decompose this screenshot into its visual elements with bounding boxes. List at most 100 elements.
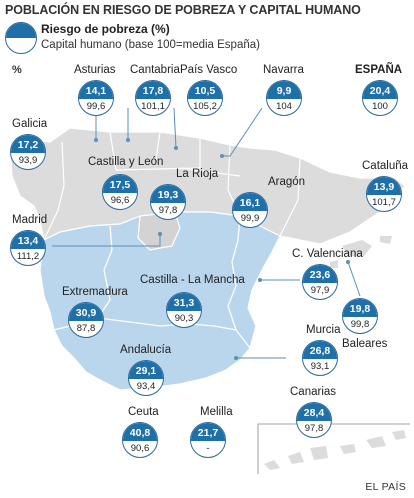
riesgo-value: 13,4 bbox=[11, 231, 45, 249]
capital-value: 97,8 bbox=[304, 423, 324, 434]
riesgo-value: 28,4 bbox=[297, 403, 331, 421]
riesgo-value: 19,8 bbox=[343, 299, 377, 317]
riesgo-value: 17,5 bbox=[103, 175, 137, 193]
capital-value: 101,7 bbox=[372, 197, 396, 208]
region-name: Extremadura bbox=[62, 286, 128, 298]
riesgo-value: 14,1 bbox=[79, 81, 113, 99]
capital-value: 90,3 bbox=[174, 313, 194, 324]
capital-value: 101,1 bbox=[141, 101, 165, 112]
map-border-north bbox=[43, 131, 301, 241]
riesgo-value: 23,6 bbox=[303, 265, 337, 283]
region-name: Andalucía bbox=[120, 344, 172, 356]
value-bubble: 17,2 93,9 bbox=[10, 134, 46, 170]
capital-value: 90,6 bbox=[130, 443, 150, 454]
region-name: Castilla - La Mancha bbox=[140, 274, 245, 286]
leader-pais-vasco bbox=[173, 107, 177, 149]
capital-value: 93,4 bbox=[136, 381, 156, 392]
leader-dot-murcia bbox=[234, 356, 238, 360]
value-bubble: 29,1 93,4 bbox=[128, 360, 164, 396]
leader-dot-baleares bbox=[346, 260, 350, 264]
capital-value: 99,9 bbox=[240, 213, 260, 224]
value-bubble: 31,3 90,3 bbox=[166, 292, 202, 328]
map-baleares bbox=[342, 240, 372, 256]
value-bubble: 13,9 101,7 bbox=[366, 176, 402, 212]
canarias-islands bbox=[264, 430, 406, 470]
riesgo-value: 29,1 bbox=[129, 361, 163, 379]
riesgo-value: 10,5 bbox=[188, 81, 222, 99]
leader-navarra bbox=[222, 107, 263, 157]
map-border-valencia bbox=[227, 215, 241, 331]
capital-value: 105,2 bbox=[193, 101, 217, 112]
leader-dot-pais-vasco bbox=[174, 146, 178, 150]
riesgo-value: 16,1 bbox=[233, 193, 267, 211]
region-name: ESPAÑA bbox=[355, 64, 403, 76]
capital-value: 93,9 bbox=[18, 155, 38, 166]
map-baleares-2 bbox=[380, 236, 392, 244]
value-bubble: 16,1 99,9 bbox=[232, 192, 268, 228]
value-bubble: 40,8 90,6 bbox=[122, 422, 158, 458]
riesgo-value: 20,4 bbox=[363, 81, 397, 99]
value-bubble: 14,1 99,6 bbox=[78, 80, 114, 116]
region-name: Asturias bbox=[74, 64, 116, 76]
region-name: Navarra bbox=[263, 64, 304, 76]
riesgo-value: 31,3 bbox=[167, 293, 201, 311]
region-name: Cantabria bbox=[130, 64, 180, 76]
region-name: Galicia bbox=[12, 118, 48, 130]
capital-value: 104 bbox=[276, 101, 292, 112]
capital-value: 97,9 bbox=[310, 285, 330, 296]
value-bubble: 19,3 97,8 bbox=[150, 184, 186, 220]
riesgo-value: 26,8 bbox=[303, 341, 337, 359]
leader-dot-asturias bbox=[94, 138, 98, 142]
capital-value: 111,2 bbox=[16, 251, 40, 262]
region-name: La Rioja bbox=[176, 168, 219, 180]
riesgo-value: 13,9 bbox=[367, 177, 401, 195]
value-bubble: 30,9 87,8 bbox=[68, 302, 104, 338]
riesgo-value: 17,2 bbox=[11, 135, 45, 153]
riesgo-value: 40,8 bbox=[123, 423, 157, 441]
region-name: Ceuta bbox=[128, 406, 159, 418]
value-bubble: 17,5 96,6 bbox=[102, 174, 138, 210]
value-bubble: 23,6 97,9 bbox=[302, 264, 338, 300]
riesgo-value: 9,9 bbox=[267, 81, 301, 99]
region-name: Madrid bbox=[12, 214, 48, 226]
capital-value: 96,6 bbox=[110, 195, 130, 206]
source-credit: EL PAÍS bbox=[365, 481, 406, 493]
leader-dot-cantabria bbox=[126, 138, 130, 142]
region-name: País Vasco bbox=[180, 64, 238, 76]
legend-symbol bbox=[5, 22, 37, 54]
leader-dot-navarra bbox=[220, 154, 224, 158]
value-bubble: 9,9 104 bbox=[266, 80, 302, 116]
legend-top-label: Riesgo de pobreza (%) bbox=[41, 22, 170, 36]
region-name: Baleares bbox=[342, 338, 388, 350]
capital-value: 87,8 bbox=[76, 323, 96, 334]
capital-value: 99,6 bbox=[86, 101, 106, 112]
capital-value: - bbox=[206, 443, 210, 454]
capital-value: 100 bbox=[372, 101, 388, 112]
region-name: Murcia bbox=[306, 324, 341, 336]
value-bubble: 17,8 101,1 bbox=[135, 80, 171, 116]
value-bubble: 20,4 100 bbox=[362, 80, 398, 116]
chart-title: POBLACIÓN EN RIESGO DE POBREZA Y CAPITAL… bbox=[5, 3, 361, 17]
riesgo-value: 19,3 bbox=[151, 185, 185, 203]
region-name: C. Valenciana bbox=[292, 248, 363, 260]
region-name: Melilla bbox=[200, 406, 233, 418]
canarias-frame bbox=[257, 423, 410, 474]
region-name: Aragón bbox=[268, 176, 306, 188]
capital-value: 93,1 bbox=[310, 361, 330, 372]
capital-value: 99,8 bbox=[350, 319, 370, 330]
value-bubble: 19,8 99,8 bbox=[342, 298, 378, 334]
legend-bottom-label: Capital humano (base 100=media España) bbox=[41, 39, 260, 51]
value-bubble: 10,5 105,2 bbox=[187, 80, 223, 116]
unit-label: % bbox=[12, 64, 22, 76]
value-bubble: 21,7 - bbox=[190, 422, 226, 458]
region-name: Canarias bbox=[290, 386, 337, 398]
capital-value: 97,8 bbox=[158, 205, 178, 216]
leader-madrid bbox=[52, 234, 161, 247]
leader-baleares bbox=[347, 261, 361, 297]
value-bubble: 13,4 111,2 bbox=[10, 230, 46, 266]
riesgo-value: 30,9 bbox=[69, 303, 103, 321]
region-name: Castilla y León bbox=[88, 156, 164, 168]
riesgo-value: 17,8 bbox=[136, 81, 170, 99]
leader-dot-madrid bbox=[158, 232, 162, 236]
